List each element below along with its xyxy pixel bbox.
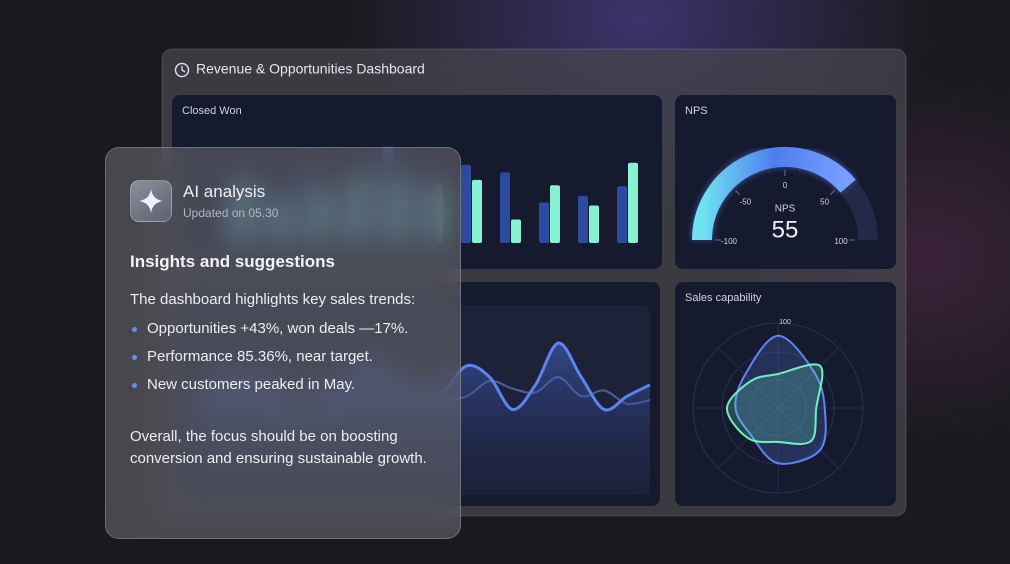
- bar: [550, 185, 560, 243]
- gauge-tick: [735, 190, 741, 196]
- bullet-text: Opportunities +43%, won deals —17%.: [147, 320, 409, 337]
- panel-title: Closed Won: [182, 105, 242, 117]
- bullet-text: Performance 85.36%, near target.: [147, 348, 373, 365]
- gauge-tick-label: 50: [820, 198, 829, 207]
- bar: [628, 162, 638, 243]
- panel-title: Sales capability: [685, 292, 762, 304]
- ai-card: AI analysis Updated on 05.30 Insights an…: [105, 147, 461, 539]
- bar: [461, 164, 471, 243]
- dashboard-title: Revenue & Opportunities Dashboard: [196, 61, 425, 77]
- radar-tick-label: 100: [779, 319, 791, 326]
- gauge-tick-label: -100: [721, 237, 738, 246]
- bullet-text: New customers peaked in May.: [147, 376, 356, 393]
- radar-area: [734, 334, 827, 465]
- panel-title: NPS: [685, 105, 708, 117]
- bar: [578, 195, 588, 243]
- gauge-label: NPS: [775, 204, 796, 215]
- sparkle: [139, 189, 163, 213]
- bar: [511, 219, 521, 243]
- card-title: AI analysis: [183, 182, 266, 201]
- gauge-tick: [829, 190, 835, 196]
- clock-hand: [181, 66, 186, 73]
- radar-spoke: [717, 347, 779, 409]
- gauge-fill: [692, 147, 856, 241]
- gauge-tick-label: 100: [834, 237, 848, 246]
- panel: [675, 95, 896, 269]
- intro: The dashboard highlights key sales trend…: [130, 291, 416, 308]
- radar-spoke: [777, 347, 839, 409]
- radar-area: [725, 363, 824, 445]
- radar-spoke: [777, 407, 839, 469]
- radar-ring: [692, 322, 864, 494]
- bar: [589, 205, 599, 243]
- clock-icon: [174, 62, 190, 78]
- bullet: [132, 383, 137, 388]
- bar: [500, 172, 510, 243]
- ai-icon: [130, 180, 172, 222]
- bar: [617, 186, 627, 243]
- conclusion: Overall, the focus should be on boosting…: [130, 428, 427, 467]
- bar: [472, 179, 482, 243]
- gauge-tick-label: -50: [740, 198, 752, 207]
- bar: [539, 202, 549, 243]
- bullet: [132, 355, 137, 360]
- heading: Insights and suggestions: [130, 252, 335, 271]
- gauge-value: 55: [772, 216, 799, 243]
- bullet: [132, 327, 137, 332]
- updated: Updated on 05.30: [183, 206, 279, 220]
- gauge-tick-label: 0: [783, 181, 788, 190]
